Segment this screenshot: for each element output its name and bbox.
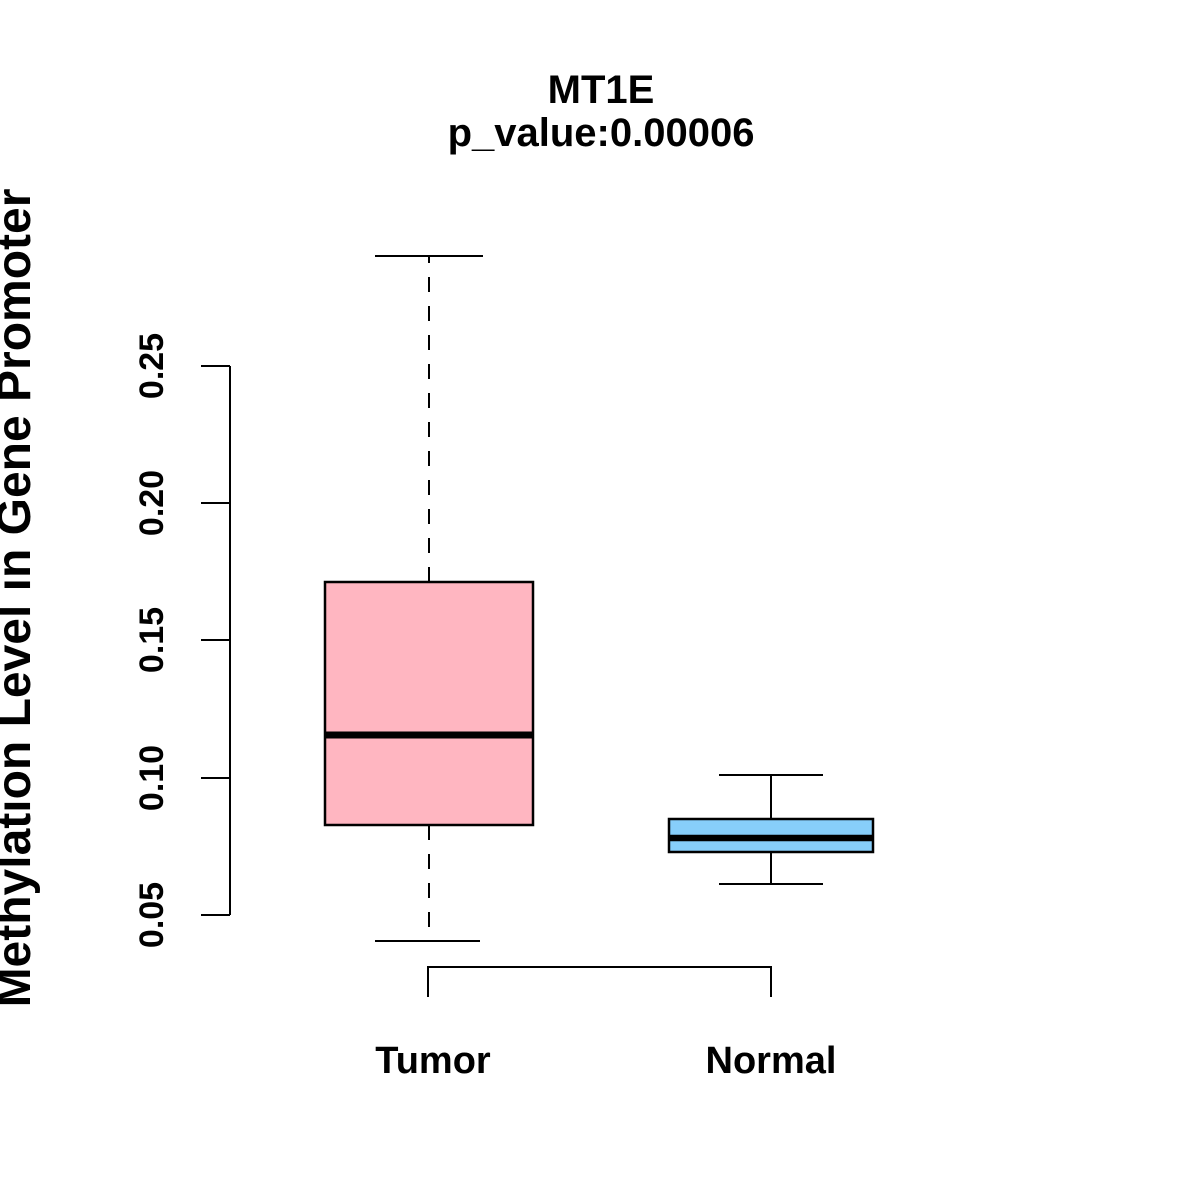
svg-text:0.25: 0.25 bbox=[133, 333, 171, 399]
svg-text:Tumor: Tumor bbox=[375, 1040, 491, 1082]
svg-text:Methylation Level in Gene Prom: Methylation Level in Gene Promoter bbox=[0, 189, 41, 1008]
svg-text:Normal: Normal bbox=[706, 1040, 837, 1082]
svg-text:MT1E: MT1E bbox=[548, 68, 655, 112]
svg-text:0.05: 0.05 bbox=[133, 882, 171, 948]
svg-text:0.15: 0.15 bbox=[133, 607, 171, 673]
svg-text:0.10: 0.10 bbox=[133, 745, 171, 811]
svg-text:p_value:0.00006: p_value:0.00006 bbox=[448, 111, 755, 155]
svg-text:0.20: 0.20 bbox=[133, 470, 171, 536]
